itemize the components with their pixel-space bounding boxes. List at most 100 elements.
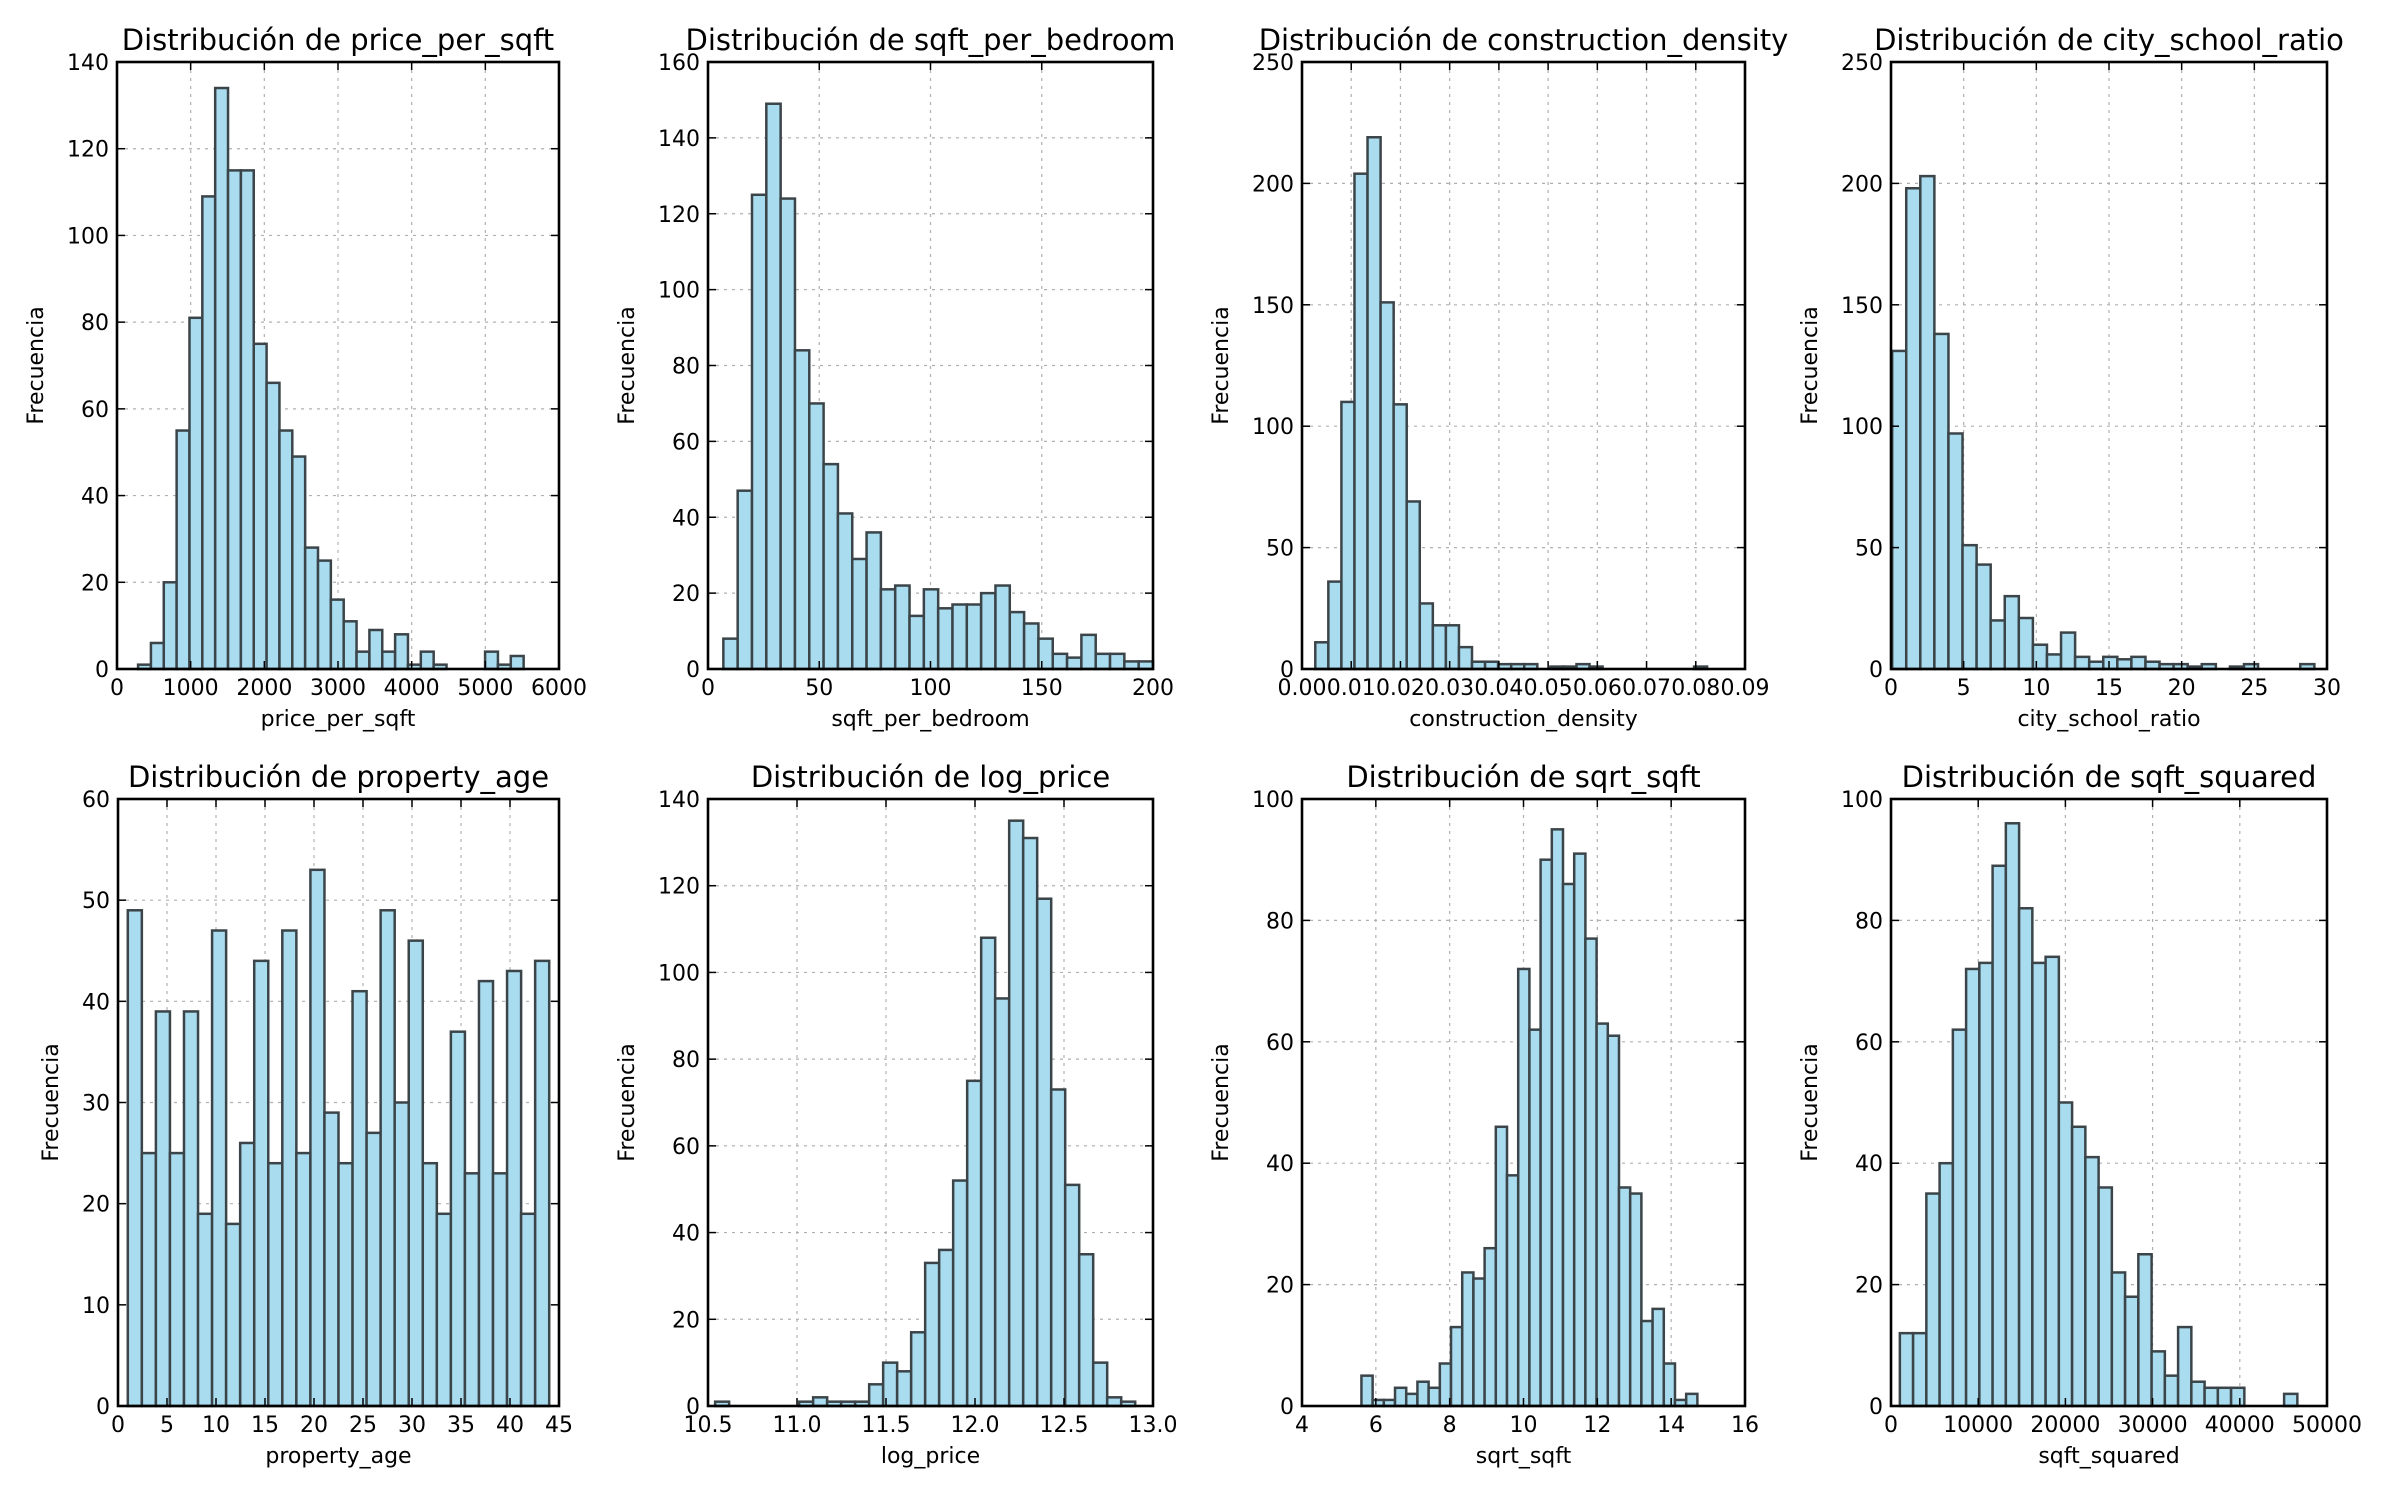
histogram-bar bbox=[278, 429, 294, 671]
histogram-bar bbox=[2004, 822, 2021, 1408]
x-tick-label: 5 bbox=[1957, 676, 1971, 701]
x-tick-label: 200 bbox=[1132, 676, 1174, 701]
y-tick-label: 20 bbox=[1855, 1274, 1883, 1299]
histogram-bar bbox=[1925, 1192, 1941, 1408]
histogram-bar bbox=[1938, 1161, 1955, 1408]
histogram-bar bbox=[2123, 1295, 2140, 1408]
x-tick-label: 0.00 bbox=[1278, 676, 1327, 701]
histogram-bar bbox=[1416, 1380, 1430, 1408]
y-axis-label: Frecuencia bbox=[1209, 306, 1234, 424]
x-tick-label: 20000 bbox=[2030, 1413, 2100, 1438]
histogram-bar bbox=[239, 169, 255, 671]
histogram-bar bbox=[505, 969, 523, 1408]
x-tick-label: 40 bbox=[496, 1413, 524, 1438]
histogram-bar bbox=[2044, 955, 2061, 1408]
histogram-panel: 0.00 0.01 0.02 0.03 0.04 0.05 0.06 0.07 0.08 0.09… bbox=[1209, 23, 1788, 732]
histogram-bar bbox=[923, 1261, 941, 1408]
histogram-bar bbox=[2070, 1125, 2087, 1408]
y-tick-label: 100 bbox=[1252, 788, 1294, 813]
histogram-bar bbox=[1975, 563, 1992, 671]
x-axis-label: price_per_sqft bbox=[261, 707, 416, 732]
histogram-bar bbox=[393, 1101, 410, 1408]
histogram-bar bbox=[1933, 332, 1950, 671]
x-axis-label: property_age bbox=[265, 1444, 411, 1469]
histogram-bar bbox=[1640, 1319, 1654, 1408]
x-tick-label: 0.02 bbox=[1376, 676, 1425, 701]
histogram-bar bbox=[1628, 1192, 1643, 1408]
x-tick-label: 10.5 bbox=[684, 1413, 733, 1438]
histogram-bar bbox=[329, 598, 345, 671]
histogram-bar bbox=[1919, 174, 1936, 671]
histogram-bar bbox=[267, 1161, 284, 1408]
histogram-bar bbox=[1516, 967, 1531, 1408]
y-tick-label: 120 bbox=[658, 203, 700, 228]
histogram-bar bbox=[722, 637, 739, 671]
histogram-bar bbox=[865, 531, 883, 671]
histogram-bar bbox=[2282, 1392, 2299, 1408]
y-tick-label: 80 bbox=[1266, 909, 1294, 934]
x-tick-label: 0.04 bbox=[1474, 676, 1523, 701]
histogram-bar bbox=[993, 997, 1011, 1408]
y-tick-label: 40 bbox=[1266, 1152, 1294, 1177]
chart-title: Distribución de property_age bbox=[128, 760, 549, 794]
histogram-bar bbox=[1393, 1386, 1408, 1408]
histogram-bar bbox=[979, 936, 997, 1408]
x-tick-label: 10 bbox=[202, 1413, 230, 1438]
y-tick-label: 0 bbox=[686, 658, 700, 683]
histogram-bar bbox=[2017, 907, 2034, 1408]
x-tick-label: 0 bbox=[1884, 676, 1898, 701]
histogram-bar bbox=[252, 959, 270, 1408]
y-tick-label: 120 bbox=[658, 875, 700, 900]
histogram-bar bbox=[2163, 1374, 2180, 1408]
histogram-bar bbox=[182, 1010, 200, 1408]
histogram-bar bbox=[893, 584, 911, 671]
histogram-bar bbox=[1379, 301, 1395, 671]
y-tick-label: 250 bbox=[1841, 51, 1883, 76]
histogram-bar bbox=[483, 650, 500, 671]
histogram-bar bbox=[421, 1161, 439, 1408]
y-tick-label: 0 bbox=[1869, 658, 1883, 683]
histogram-bar bbox=[1063, 1183, 1081, 1408]
x-tick-label: 12.5 bbox=[1040, 1413, 1089, 1438]
histogram-bar bbox=[2130, 655, 2147, 671]
histogram-bar bbox=[2045, 653, 2063, 671]
histogram-bar bbox=[1080, 633, 1097, 671]
histogram-bar bbox=[1662, 1362, 1677, 1408]
x-tick-label: 50000 bbox=[2292, 1413, 2362, 1438]
histogram-bar bbox=[2102, 655, 2119, 671]
histogram-bar bbox=[1353, 172, 1369, 671]
histogram-bar bbox=[1684, 1392, 1699, 1408]
histogram-bar bbox=[909, 1331, 927, 1408]
histogram-bar bbox=[2116, 658, 2133, 671]
y-tick-label: 40 bbox=[1855, 1152, 1883, 1177]
y-axis-label: Frecuencia bbox=[39, 1043, 64, 1161]
x-tick-label: 4000 bbox=[384, 676, 440, 701]
histogram-bar bbox=[1472, 1277, 1486, 1408]
x-tick-label: 50 bbox=[805, 676, 833, 701]
y-tick-label: 120 bbox=[67, 138, 109, 163]
y-tick-label: 20 bbox=[82, 1193, 110, 1218]
histogram-bar bbox=[2137, 1253, 2153, 1408]
histogram-bar bbox=[1572, 852, 1587, 1408]
histogram-bar bbox=[1561, 882, 1576, 1408]
x-tick-label: 0.05 bbox=[1524, 676, 1573, 701]
histogram-bar bbox=[1947, 432, 1964, 671]
y-axis-label: Frecuencia bbox=[1209, 1043, 1234, 1161]
x-tick-label: 0 bbox=[1884, 1413, 1898, 1438]
y-tick-label: 0 bbox=[1280, 658, 1294, 683]
y-tick-label: 140 bbox=[658, 127, 700, 152]
histogram-bar bbox=[2190, 1380, 2206, 1408]
x-tick-label: 30 bbox=[398, 1413, 426, 1438]
histogram-bar bbox=[1314, 641, 1330, 671]
histogram-bar bbox=[1457, 645, 1474, 671]
histogram-bar bbox=[1904, 187, 1922, 671]
y-tick-label: 40 bbox=[82, 990, 110, 1015]
y-tick-label: 20 bbox=[1266, 1274, 1294, 1299]
histogram-bar bbox=[1021, 836, 1039, 1408]
y-tick-label: 100 bbox=[1841, 788, 1883, 813]
histogram-bar bbox=[210, 929, 228, 1408]
histogram-bar bbox=[1327, 580, 1343, 671]
histogram-bar bbox=[811, 1396, 829, 1408]
x-axis-label: sqft_squared bbox=[2038, 1444, 2179, 1469]
histogram-bar bbox=[281, 929, 298, 1408]
